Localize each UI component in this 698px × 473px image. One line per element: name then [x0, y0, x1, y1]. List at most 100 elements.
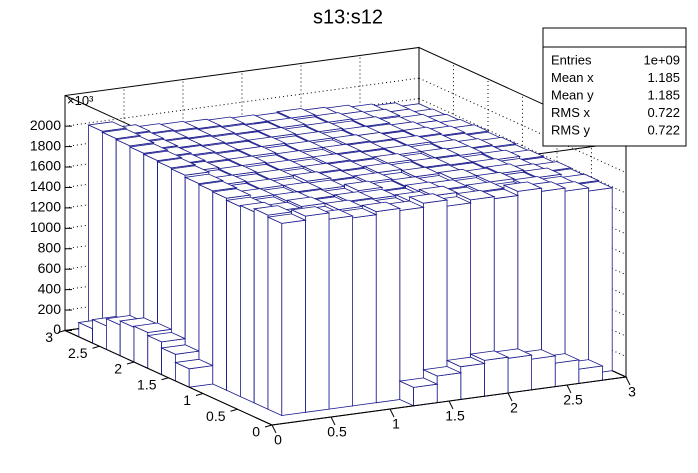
z-tick-label: 400 [38, 280, 62, 296]
stat-label: Mean x [551, 70, 594, 85]
y-tick [126, 361, 135, 365]
bar-top [480, 149, 522, 161]
x-tick-label: 3 [628, 384, 636, 400]
bar-top [333, 191, 374, 202]
bar-top [437, 168, 478, 180]
x-tick [566, 384, 572, 394]
bar-front [554, 359, 580, 388]
bar-side [133, 325, 149, 369]
x-tick [507, 392, 513, 402]
bar-side [115, 138, 131, 347]
bar-top [313, 112, 354, 123]
z-tick-label: 600 [38, 260, 62, 276]
bar-top [321, 143, 362, 155]
stats-frame [542, 27, 687, 147]
x-tick [330, 416, 336, 426]
bar-top [352, 172, 394, 183]
bar-side [198, 183, 214, 385]
bar-top [128, 143, 169, 154]
bar-side [253, 208, 269, 410]
bar-front [436, 372, 462, 404]
bar-front [352, 214, 377, 407]
bar-top [400, 166, 441, 178]
z-tick-label: 1200 [30, 199, 61, 215]
bar-front [531, 355, 556, 391]
bar-top [343, 180, 384, 192]
bar-top [169, 165, 211, 176]
x-tick-label: 0 [274, 432, 282, 448]
bar-top [484, 163, 526, 174]
bar-top [244, 178, 286, 190]
bar-front [328, 215, 354, 410]
bar-top [417, 185, 459, 197]
z-tick-label: 2000 [30, 117, 61, 133]
bar-top [392, 135, 433, 146]
x-tick-label: 2.5 [563, 392, 583, 408]
bar-top [236, 146, 278, 157]
stat-label: Mean y [551, 87, 594, 102]
bar-top [401, 126, 443, 138]
z-tick-label: 1400 [30, 178, 61, 194]
stat-label: RMS x [551, 105, 591, 120]
y-tick [264, 424, 273, 428]
bar-top [323, 199, 364, 211]
x-tick-label: 2 [510, 400, 518, 416]
bar-side [102, 131, 117, 341]
z-tick-label: 0 [53, 321, 61, 337]
bar-top [408, 193, 449, 204]
stat-value: 0.722 [647, 122, 680, 137]
bar-top [100, 128, 142, 140]
bar-top [291, 171, 333, 182]
bar-top [217, 165, 258, 176]
bar-top [252, 205, 294, 216]
bar-top [264, 159, 305, 171]
bar-top [398, 377, 439, 388]
bar-top [283, 140, 325, 152]
bar-top [290, 206, 331, 217]
chart-title: s13:s12 [313, 6, 383, 28]
bar-top [266, 117, 307, 128]
y-tick-label: 2.5 [68, 345, 88, 361]
x-tick-label: 0.5 [327, 424, 347, 440]
bar-top [311, 153, 352, 164]
bar-top [362, 162, 404, 174]
y-tick-label: 1.5 [137, 376, 157, 392]
stat-value: 1.185 [647, 87, 680, 102]
bar-side [212, 191, 228, 391]
bar-top [331, 134, 372, 145]
bar-front [413, 383, 438, 407]
axes: 0 0.5 1 1.5 2 2.5 300.511.522.53 02004006008001… [30, 93, 636, 448]
bar-top [350, 116, 392, 127]
x-tick-label: 1.5 [445, 408, 465, 424]
bar-front [507, 354, 532, 394]
stat-label: Entries [551, 52, 592, 67]
stat-value: 1.185 [647, 70, 680, 85]
bar-top [382, 144, 423, 156]
x-tick [271, 424, 277, 434]
bar-front [564, 187, 589, 378]
bar-top [160, 344, 201, 355]
bar-top [266, 213, 307, 224]
bar-top [114, 135, 156, 147]
bar-side [226, 199, 241, 398]
x-tick [448, 400, 454, 410]
bar-top [282, 181, 323, 193]
z-exponent: ×10³ [67, 93, 94, 108]
bar-top [421, 366, 463, 377]
bar-top [275, 108, 317, 119]
stat-label: RMS y [551, 122, 591, 137]
bar-side [267, 216, 283, 417]
y-tick-label: 0.5 [206, 408, 226, 424]
stat-value: 0.722 [647, 105, 680, 120]
bar-top [469, 350, 510, 361]
bar-front [399, 206, 424, 400]
bar-top [246, 136, 287, 147]
y-tick-label: 0 [252, 424, 260, 440]
z-tick-label: 1800 [30, 137, 61, 153]
bar-top [274, 150, 315, 161]
bar-top [254, 169, 295, 180]
bar-top [183, 173, 225, 185]
y-tick [57, 330, 66, 333]
bar-top [87, 121, 128, 132]
y-tick [92, 345, 100, 349]
